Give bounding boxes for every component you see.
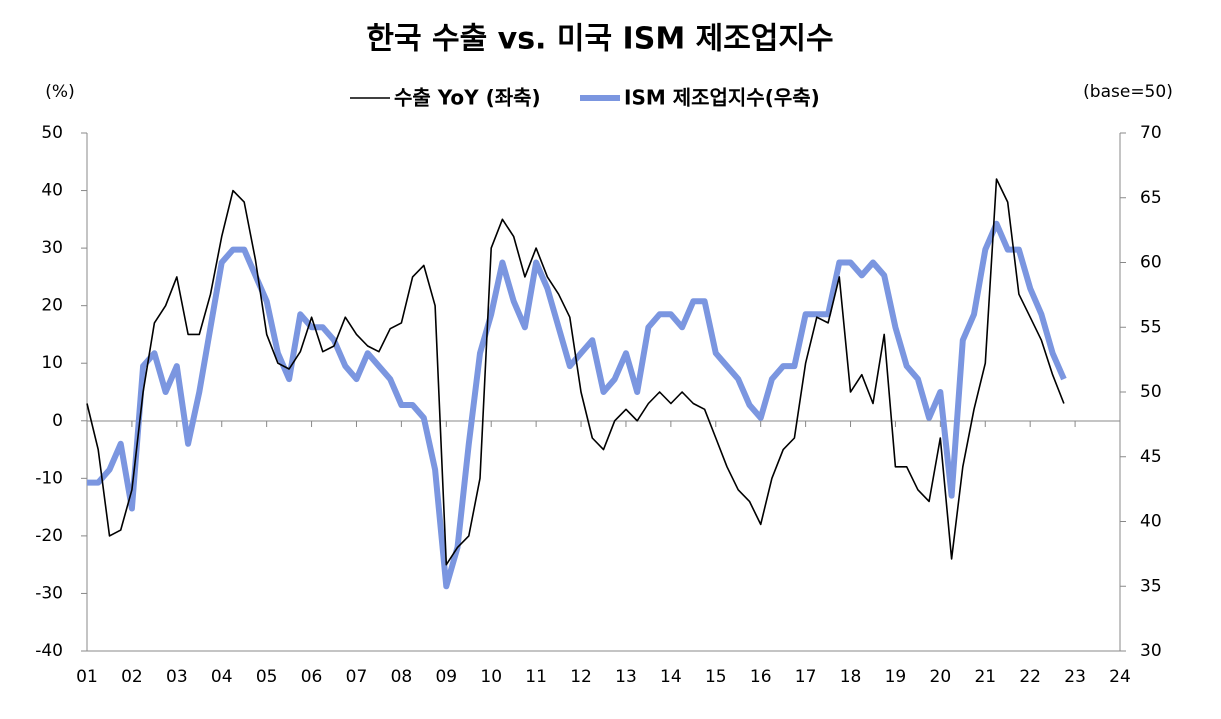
y2-tick-label: 65 <box>1140 188 1162 208</box>
y2-tick-label: 40 <box>1140 512 1162 532</box>
x-tick-label: 14 <box>660 667 682 687</box>
y2-tick-label: 55 <box>1140 317 1162 337</box>
y2-tick-label: 45 <box>1140 447 1162 467</box>
legend-label: ISM 제조업지수(우축) <box>624 86 820 110</box>
x-tick-label: 04 <box>211 667 233 687</box>
y2-tick-label: 30 <box>1140 641 1162 661</box>
y-tick-label: 30 <box>41 238 63 258</box>
y-tick-label: -30 <box>35 583 63 603</box>
y-tick-label: 50 <box>41 123 63 143</box>
x-tick-label: 12 <box>570 667 592 687</box>
x-tick-label: 10 <box>480 667 502 687</box>
series-line <box>86 178 1065 566</box>
x-tick-label: 01 <box>76 667 98 687</box>
y2-tick-label: 50 <box>1140 382 1162 402</box>
x-tick-label: 16 <box>750 667 772 687</box>
y-tick-label: -20 <box>35 526 63 546</box>
y-tick-label: -40 <box>35 641 63 661</box>
x-tick-label: 08 <box>391 667 413 687</box>
x-tick-label: 03 <box>166 667 188 687</box>
legend-label: 수출 YoY (좌축) <box>394 86 541 110</box>
y-tick-label: 10 <box>41 353 63 373</box>
x-tick-label: 15 <box>705 667 727 687</box>
y2-axis-label: (base=50) <box>1083 82 1173 102</box>
x-tick-label: 02 <box>121 667 143 687</box>
series-line <box>87 220 1067 590</box>
y2-tick-label: 70 <box>1140 123 1162 143</box>
x-tick-label: 20 <box>930 667 952 687</box>
chart-title: 한국 수출 vs. 미국 ISM 제조업지수 <box>366 22 833 57</box>
x-tick-label: 07 <box>346 667 368 687</box>
x-tick-label: 22 <box>1019 667 1041 687</box>
x-tick-label: 24 <box>1109 667 1131 687</box>
y2-tick-label: 60 <box>1140 253 1162 273</box>
x-tick-label: 09 <box>435 667 457 687</box>
y-axis-label: (%) <box>45 82 74 102</box>
y-tick-label: 20 <box>41 296 63 316</box>
x-tick-label: 19 <box>885 667 907 687</box>
x-tick-label: 13 <box>615 667 637 687</box>
y-tick-label: 40 <box>41 181 63 201</box>
x-tick-label: 05 <box>256 667 278 687</box>
y-tick-label: -10 <box>35 468 63 488</box>
x-tick-label: 17 <box>795 667 817 687</box>
y-tick-label: 0 <box>52 411 63 431</box>
x-tick-label: 18 <box>840 667 862 687</box>
y2-tick-label: 35 <box>1140 576 1162 596</box>
x-tick-label: 06 <box>301 667 323 687</box>
x-tick-label: 23 <box>1064 667 1086 687</box>
x-tick-label: 11 <box>525 667 547 687</box>
x-tick-label: 21 <box>974 667 996 687</box>
